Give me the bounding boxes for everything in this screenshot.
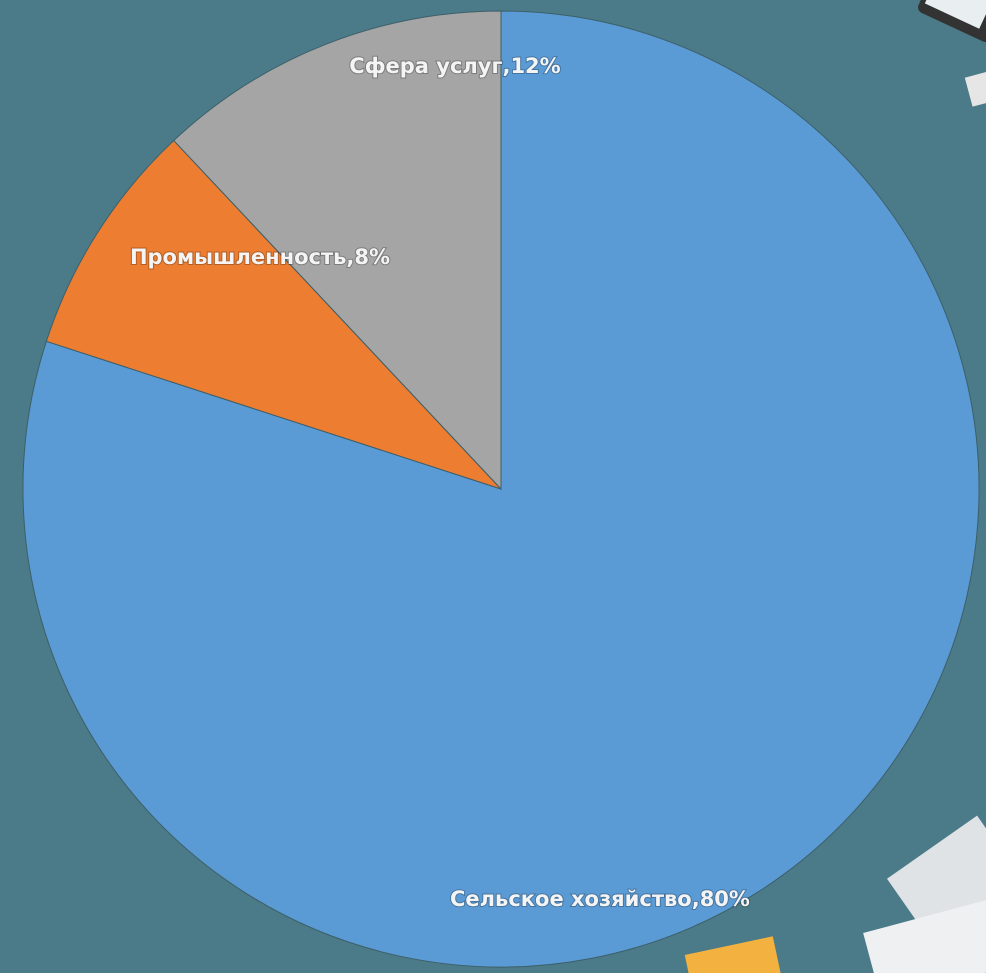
chart: Сельское хозяйство,80% Промышленность,8% С… [0, 0, 986, 973]
data-label: Сельское хозяйство,80% [450, 887, 750, 911]
page: Сельское хозяйство,80% Промышленность,8% С… [0, 0, 986, 973]
pie: Сельское хозяйство,80% Промышленность,8% С… [23, 11, 979, 967]
data-label: Промышленность,8% [130, 245, 390, 269]
data-label: Сфера услуг,12% [349, 54, 560, 78]
